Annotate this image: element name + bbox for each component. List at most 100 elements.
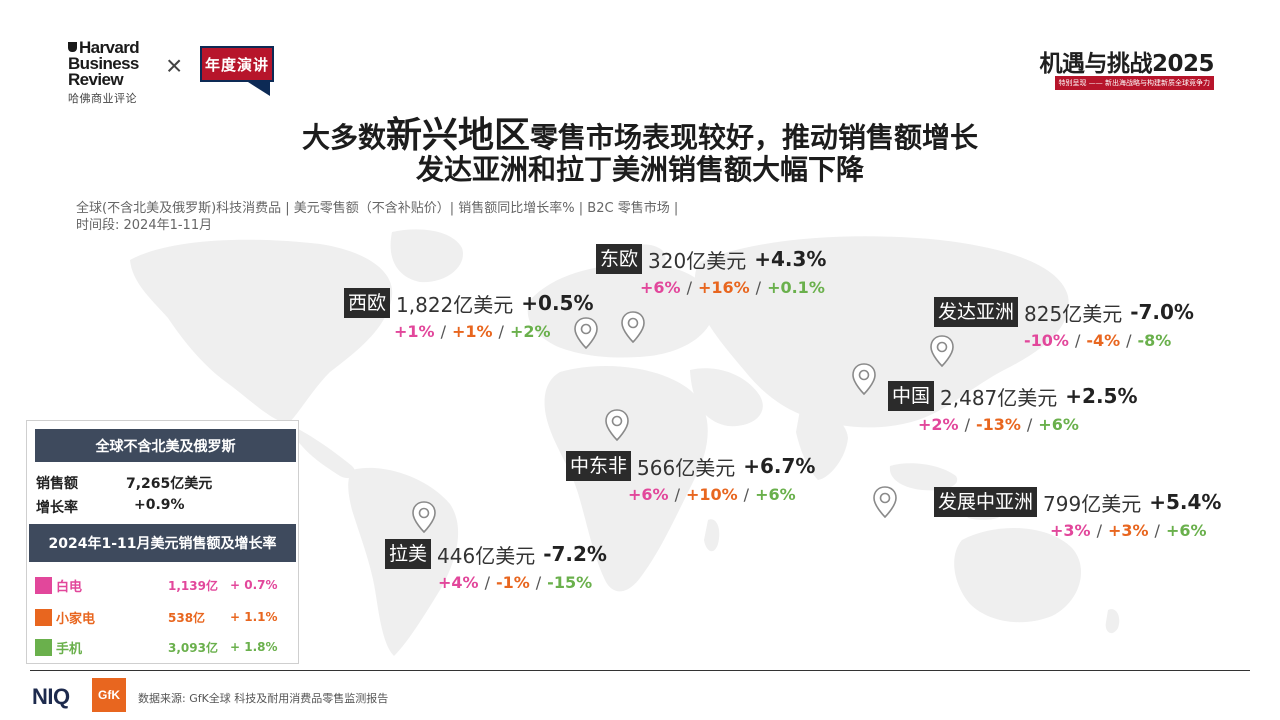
hbr-logo: Harvard Business Review 哈佛商业评论 (68, 39, 168, 106)
title-suffix: 零售市场表现较好，推动销售额增长 (530, 121, 979, 154)
page-title-line1: 大多数新兴地区零售市场表现较好，推动销售额增长 (0, 106, 1280, 158)
region-growth: +4.3% (754, 247, 827, 271)
scope-note: 全球(不含北美及俄罗斯)科技消费品 | 美元零售额（不含补贴价）| 销售额同比增… (76, 200, 678, 234)
growth-label: 增长率 (36, 500, 78, 516)
category-sales: 3,093亿 (168, 640, 218, 655)
mobile-growth: +6% (1038, 415, 1079, 434)
category-white-goods: 白电 1,139亿 + 0.7% (35, 575, 278, 595)
region-sales: 799亿美元 (1043, 491, 1142, 516)
legend-swatch (35, 576, 52, 594)
location-pin-icon (930, 335, 954, 368)
title-prefix: 大多数 (301, 121, 386, 154)
summary-heading-2: 2024年1-11月美元销售额及增长率 (29, 524, 296, 562)
region-sales: 320亿美元 (648, 248, 747, 273)
category-name: 手机 (56, 641, 83, 657)
region-growth: +6.7% (743, 454, 816, 478)
hbr-logo-line: Review (68, 70, 124, 89)
category-sales: 1,139亿 (168, 578, 218, 593)
gfk-logo: GfK (92, 678, 126, 712)
badge-label: 年度演讲 (200, 46, 274, 82)
category-sales: 538亿 (168, 610, 206, 625)
location-pin-icon (574, 317, 598, 350)
growth-value: +0.9% (134, 497, 185, 513)
region-sales: 446亿美元 (437, 543, 536, 568)
times-symbol: × (166, 50, 183, 81)
page-title-line2: 发达亚洲和拉丁美洲销售额大幅下降 (415, 153, 864, 186)
region-name: 发展中亚洲 (934, 487, 1038, 517)
white-goods-growth: +3% (1050, 521, 1091, 540)
summary-sales-row: 销售额 7,265亿美元 (36, 473, 212, 493)
region-name: 东欧 (596, 244, 643, 274)
event-subtitle: 特别呈现 —— 新出海战略与构建新质全球竞争力 (1054, 76, 1214, 90)
niq-logo: NIQ (32, 684, 70, 709)
legend-swatch (35, 608, 52, 626)
scope-note-line1: 全球(不含北美及俄罗斯)科技消费品 | 美元零售额（不含补贴价）| 销售额同比增… (76, 201, 679, 216)
scope-note-line2: 时间段: 2024年1-11月 (76, 218, 213, 233)
event-title: 机遇与挑战2025 (1039, 51, 1214, 77)
small-appliance-growth: -13% (975, 415, 1021, 434)
category-growth: + 1.8% (230, 640, 278, 654)
small-appliance-growth: +10% (685, 485, 738, 504)
title-emphasis: 新兴地区 (385, 115, 530, 156)
region-china: 中国 2,487亿美元 +2.5% +2% / -13% / +6% (888, 381, 1138, 434)
region-sales: 825亿美元 (1024, 301, 1123, 326)
footer-divider (30, 670, 1250, 671)
region-developing-asia: 发展中亚洲 799亿美元 +5.4% +3% / +3% / +6% (934, 487, 1221, 540)
category-mobile: 手机 3,093亿 + 1.8% (35, 637, 278, 657)
data-source-note: 数据来源: GfK全球 科技及耐用消费品零售监测报告 (138, 692, 389, 705)
category-name: 白电 (56, 579, 83, 595)
summary-panel: 全球不含北美及俄罗斯 销售额 7,265亿美元 增长率 +0.9% 2024年1… (26, 420, 299, 664)
mobile-growth: +2% (509, 322, 551, 341)
region-name: 发达亚洲 (934, 297, 1019, 327)
region-growth: +0.5% (521, 291, 594, 315)
region-name: 拉美 (385, 539, 432, 569)
region-latin-america: 拉美 446亿美元 -7.2% +4% / -1% / -15% (385, 539, 607, 592)
white-goods-growth: +6% (640, 278, 681, 297)
hbr-logo-line: Harvard (68, 39, 168, 56)
hbr-logo-line: Business (68, 54, 139, 73)
region-sales: 1,822亿美元 (396, 292, 514, 317)
mobile-growth: -15% (547, 573, 593, 592)
region-eastern-europe: 东欧 320亿美元 +4.3% +6% / +16% / +0.1% (596, 244, 826, 297)
region-name: 中国 (888, 381, 935, 411)
category-growth: + 1.1% (230, 610, 278, 624)
region-developed-asia: 发达亚洲 825亿美元 -7.0% -10% / -4% / -8% (934, 297, 1194, 350)
speech-bubble-tail-icon (248, 82, 270, 96)
location-pin-icon (605, 409, 629, 442)
category-small-appliances: 小家电 538亿 + 1.1% (35, 607, 278, 627)
region-western-europe: 西欧 1,822亿美元 +0.5% +1% / +1% / +2% (344, 288, 594, 341)
location-pin-icon (621, 311, 645, 344)
region-name: 西欧 (344, 288, 391, 318)
mobile-growth: -8% (1137, 331, 1172, 350)
region-growth: -7.2% (543, 542, 607, 566)
white-goods-growth: +2% (918, 415, 959, 434)
white-goods-growth: +4% (438, 573, 479, 592)
region-sales: 566亿美元 (637, 455, 736, 480)
category-growth: + 0.7% (230, 578, 278, 592)
location-pin-icon (852, 363, 876, 396)
small-appliance-growth: +16% (697, 278, 750, 297)
category-name: 小家电 (56, 611, 96, 627)
mobile-growth: +6% (1165, 521, 1207, 540)
region-growth: +2.5% (1065, 384, 1138, 408)
mobile-growth: +0.1% (767, 278, 825, 297)
location-pin-icon (873, 486, 897, 519)
sales-label: 销售额 (36, 476, 78, 492)
region-growth: +5.4% (1149, 490, 1222, 514)
region-sales: 2,487亿美元 (940, 385, 1058, 410)
mobile-growth: +6% (755, 485, 796, 504)
white-goods-growth: -10% (1024, 331, 1069, 350)
hbr-crest-icon (68, 42, 77, 52)
location-pin-icon (412, 501, 436, 534)
small-appliance-growth: +3% (1107, 521, 1149, 540)
small-appliance-growth: -1% (495, 573, 530, 592)
small-appliance-growth: +1% (451, 322, 493, 341)
legend-swatch (35, 638, 52, 656)
small-appliance-growth: -4% (1086, 331, 1121, 350)
hbr-logo-chinese: 哈佛商业评论 (68, 92, 137, 105)
annual-speech-badge: 年度演讲 (200, 46, 284, 96)
summary-heading: 全球不含北美及俄罗斯 (35, 429, 296, 462)
summary-growth-row: 增长率 +0.9% (36, 497, 185, 517)
region-growth: -7.0% (1130, 300, 1194, 324)
white-goods-growth: +1% (394, 322, 435, 341)
